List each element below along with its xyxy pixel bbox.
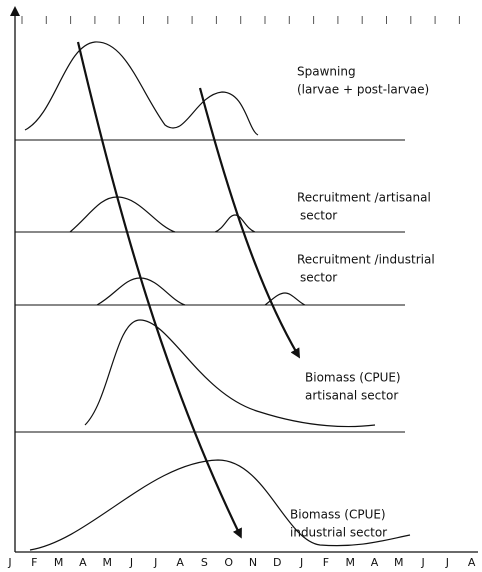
panel-label: Biomass (CPUE) bbox=[305, 371, 401, 385]
ticks bbox=[21, 16, 460, 24]
panel-label: sector bbox=[300, 209, 337, 223]
month-label: A bbox=[176, 556, 184, 569]
panel-label: artisanal sector bbox=[305, 389, 398, 403]
month-label: M bbox=[54, 556, 64, 569]
panel-label: sector bbox=[300, 271, 337, 285]
month-label: J bbox=[420, 556, 424, 569]
spawning-curve bbox=[24, 41, 259, 136]
panel-label: Recruitment /industrial bbox=[297, 253, 435, 267]
panel-label: industrial sector bbox=[290, 526, 387, 540]
month-label: M bbox=[394, 556, 404, 569]
month-label: D bbox=[273, 556, 281, 569]
arrow bbox=[76, 41, 242, 539]
month-label: J bbox=[129, 556, 133, 569]
month-label: A bbox=[79, 556, 87, 569]
month-label: J bbox=[153, 556, 157, 569]
panel-label: Spawning bbox=[297, 65, 356, 79]
month-label: M bbox=[345, 556, 355, 569]
panel-label: (larvae + post-larvae) bbox=[297, 83, 429, 97]
recruitment-artisanal-curve bbox=[69, 196, 256, 233]
month-label: F bbox=[323, 556, 329, 569]
panel-label: Biomass (CPUE) bbox=[290, 508, 386, 522]
biomass-industrial-curve bbox=[29, 459, 411, 551]
recruitment-industrial-curve bbox=[96, 277, 306, 306]
month-label: A bbox=[371, 556, 379, 569]
arrow bbox=[198, 87, 301, 359]
month-label: J bbox=[445, 556, 449, 569]
month-label: J bbox=[7, 556, 11, 569]
month-label: S bbox=[201, 556, 208, 569]
month-label: J bbox=[299, 556, 303, 569]
panel-label: Recruitment /artisanal bbox=[297, 191, 431, 205]
month-label: N bbox=[249, 556, 257, 569]
month-label: O bbox=[224, 556, 233, 569]
labels: J F M A M J J A S O N D J F M A M J J A Spawning (larvae + po… bbox=[7, 65, 476, 570]
month-label: F bbox=[31, 556, 37, 569]
biomass-artisanal-curve bbox=[84, 319, 376, 428]
month-label: M bbox=[102, 556, 112, 569]
month-label: A bbox=[468, 556, 476, 569]
